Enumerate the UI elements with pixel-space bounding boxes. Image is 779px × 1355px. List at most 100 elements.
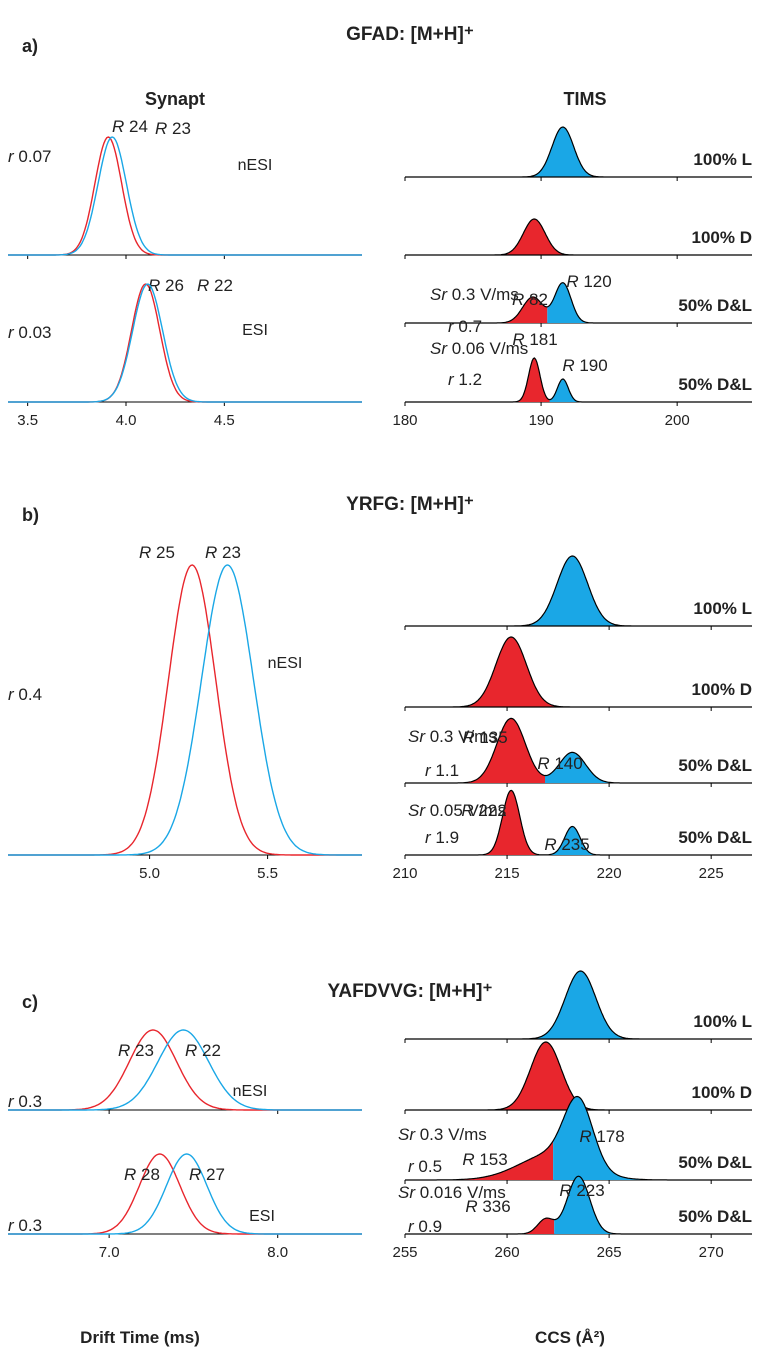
composition-label: 100% L (693, 599, 752, 618)
tims-envelope (405, 717, 752, 784)
r-value-label: r 1.2 (448, 370, 482, 389)
synapt-curve-red (8, 136, 362, 256)
tims-peak-blue (405, 970, 752, 1040)
composition-label: 50% D&L (678, 756, 752, 775)
tims-peak-red (405, 718, 545, 783)
synapt-curve-blue (8, 136, 362, 256)
resolution-label: R 25 (139, 543, 175, 562)
tims-envelope (405, 789, 752, 856)
tims-tick-label: 180 (392, 412, 417, 429)
ion-source-label: nESI (233, 1083, 268, 1100)
resolution-label: R 24 (112, 117, 148, 136)
tims-peak-blue (553, 1096, 752, 1180)
resolution-label: R 190 (562, 356, 607, 375)
tims-peak-red (405, 218, 752, 256)
panel-title: YAFDVVG: [M+H]⁺ (327, 981, 492, 1002)
resolution-label: R 223 (559, 1181, 604, 1200)
synapt-curve-blue (8, 1029, 362, 1111)
scan-rate-label: Sr 0.3 V/ms (430, 285, 519, 304)
r-value-label: r 0.4 (8, 685, 42, 704)
composition-label: 50% D&L (678, 1153, 752, 1172)
synapt-tick-label: 4.5 (214, 412, 235, 429)
resolution-label: R 153 (462, 1150, 507, 1169)
r-value-label: r 0.03 (8, 323, 51, 342)
tims-envelope (405, 357, 752, 403)
scan-rate-label: Sr 0.3 V/ms (408, 727, 497, 746)
synapt-tick-label: 7.0 (99, 1244, 120, 1261)
synapt-curve-blue (8, 564, 362, 856)
resolution-label: R 28 (124, 1165, 160, 1184)
ion-source-label: nESI (238, 157, 273, 174)
composition-label: 100% L (693, 1012, 752, 1031)
synapt-curve-red (8, 283, 362, 403)
synapt-tick-label: 3.5 (17, 412, 38, 429)
r-value-label: r 1.9 (425, 828, 459, 847)
resolution-label: R 181 (512, 330, 557, 349)
resolution-label: R 26 (148, 276, 184, 295)
resolution-label: R 178 (579, 1127, 624, 1146)
tims-peak-blue (543, 826, 752, 855)
synapt-tick-label: 8.0 (267, 1244, 288, 1261)
resolution-label: R 135 (462, 728, 507, 747)
panel-label: a) (22, 36, 38, 56)
synapt-tick-label: 5.0 (139, 865, 160, 882)
resolution-label: R 27 (189, 1165, 225, 1184)
composition-label: 100% L (693, 150, 752, 169)
resolution-label: R 140 (537, 754, 582, 773)
tims-peak-red (405, 358, 550, 402)
synapt-tick-label: 4.0 (116, 412, 137, 429)
scan-rate-label: Sr 0.3 V/ms (398, 1125, 487, 1144)
panel-label: b) (22, 505, 39, 525)
r-value-label: r 0.07 (8, 147, 51, 166)
composition-label: 100% D (692, 680, 752, 699)
r-value-label: r 1.1 (425, 761, 459, 780)
composition-label: 50% D&L (678, 375, 752, 394)
composition-label: 100% D (692, 1083, 752, 1102)
tims-envelope (405, 1095, 752, 1181)
resolution-label: R 23 (155, 119, 191, 138)
col-title-tims: TIMS (564, 89, 607, 109)
r-value-label: r 0.9 (408, 1217, 442, 1236)
resolution-label: R 22 (185, 1041, 221, 1060)
tims-tick-label: 210 (392, 865, 417, 882)
synapt-curve-blue (8, 283, 362, 403)
x-axis-title-drift-time: Drift Time (ms) (80, 1328, 200, 1347)
tims-tick-label: 220 (597, 865, 622, 882)
r-value-label: r 0.5 (408, 1157, 442, 1176)
resolution-label: R 82 (512, 290, 548, 309)
tims-tick-label: 270 (699, 1244, 724, 1261)
tims-peak-blue (405, 126, 752, 178)
tims-tick-label: 215 (495, 865, 520, 882)
tims-peak-red (405, 1218, 555, 1234)
tims-peak-blue (405, 555, 752, 627)
tims-tick-label: 260 (495, 1244, 520, 1261)
tims-peak-red (405, 1140, 554, 1180)
resolution-label: R 22 (197, 276, 233, 295)
tims-tick-label: 225 (699, 865, 724, 882)
synapt-curve-blue (8, 1153, 362, 1235)
tims-envelope (405, 282, 752, 324)
synapt-curve-red (8, 564, 362, 856)
resolution-label: R 120 (566, 272, 611, 291)
col-title-synapt: Synapt (145, 89, 205, 109)
tims-peak-blue (545, 752, 752, 783)
resolution-label: R 235 (544, 835, 589, 854)
scan-rate-label: Sr 0.016 V/ms (398, 1183, 506, 1202)
tims-envelope (405, 1175, 752, 1235)
x-axis-title-ccs: CCS (Å²) (535, 1328, 605, 1347)
r-value-label: r 0.3 (8, 1092, 42, 1111)
composition-label: 50% D&L (678, 828, 752, 847)
ion-source-label: nESI (268, 655, 303, 672)
panel-title: GFAD: [M+H]⁺ (346, 24, 474, 45)
r-value-label: r 0.3 (8, 1216, 42, 1235)
resolution-label: R 23 (118, 1041, 154, 1060)
tims-tick-label: 255 (392, 1244, 417, 1261)
ion-source-label: ESI (249, 1208, 275, 1225)
scan-rate-label: Sr 0.05 V/ms (408, 801, 506, 820)
composition-label: 100% D (692, 228, 752, 247)
tims-peak-red (405, 297, 548, 323)
tims-peak-red (405, 790, 544, 855)
panel-label: c) (22, 992, 38, 1012)
composition-label: 50% D&L (678, 296, 752, 315)
tims-peak-red (405, 636, 752, 708)
